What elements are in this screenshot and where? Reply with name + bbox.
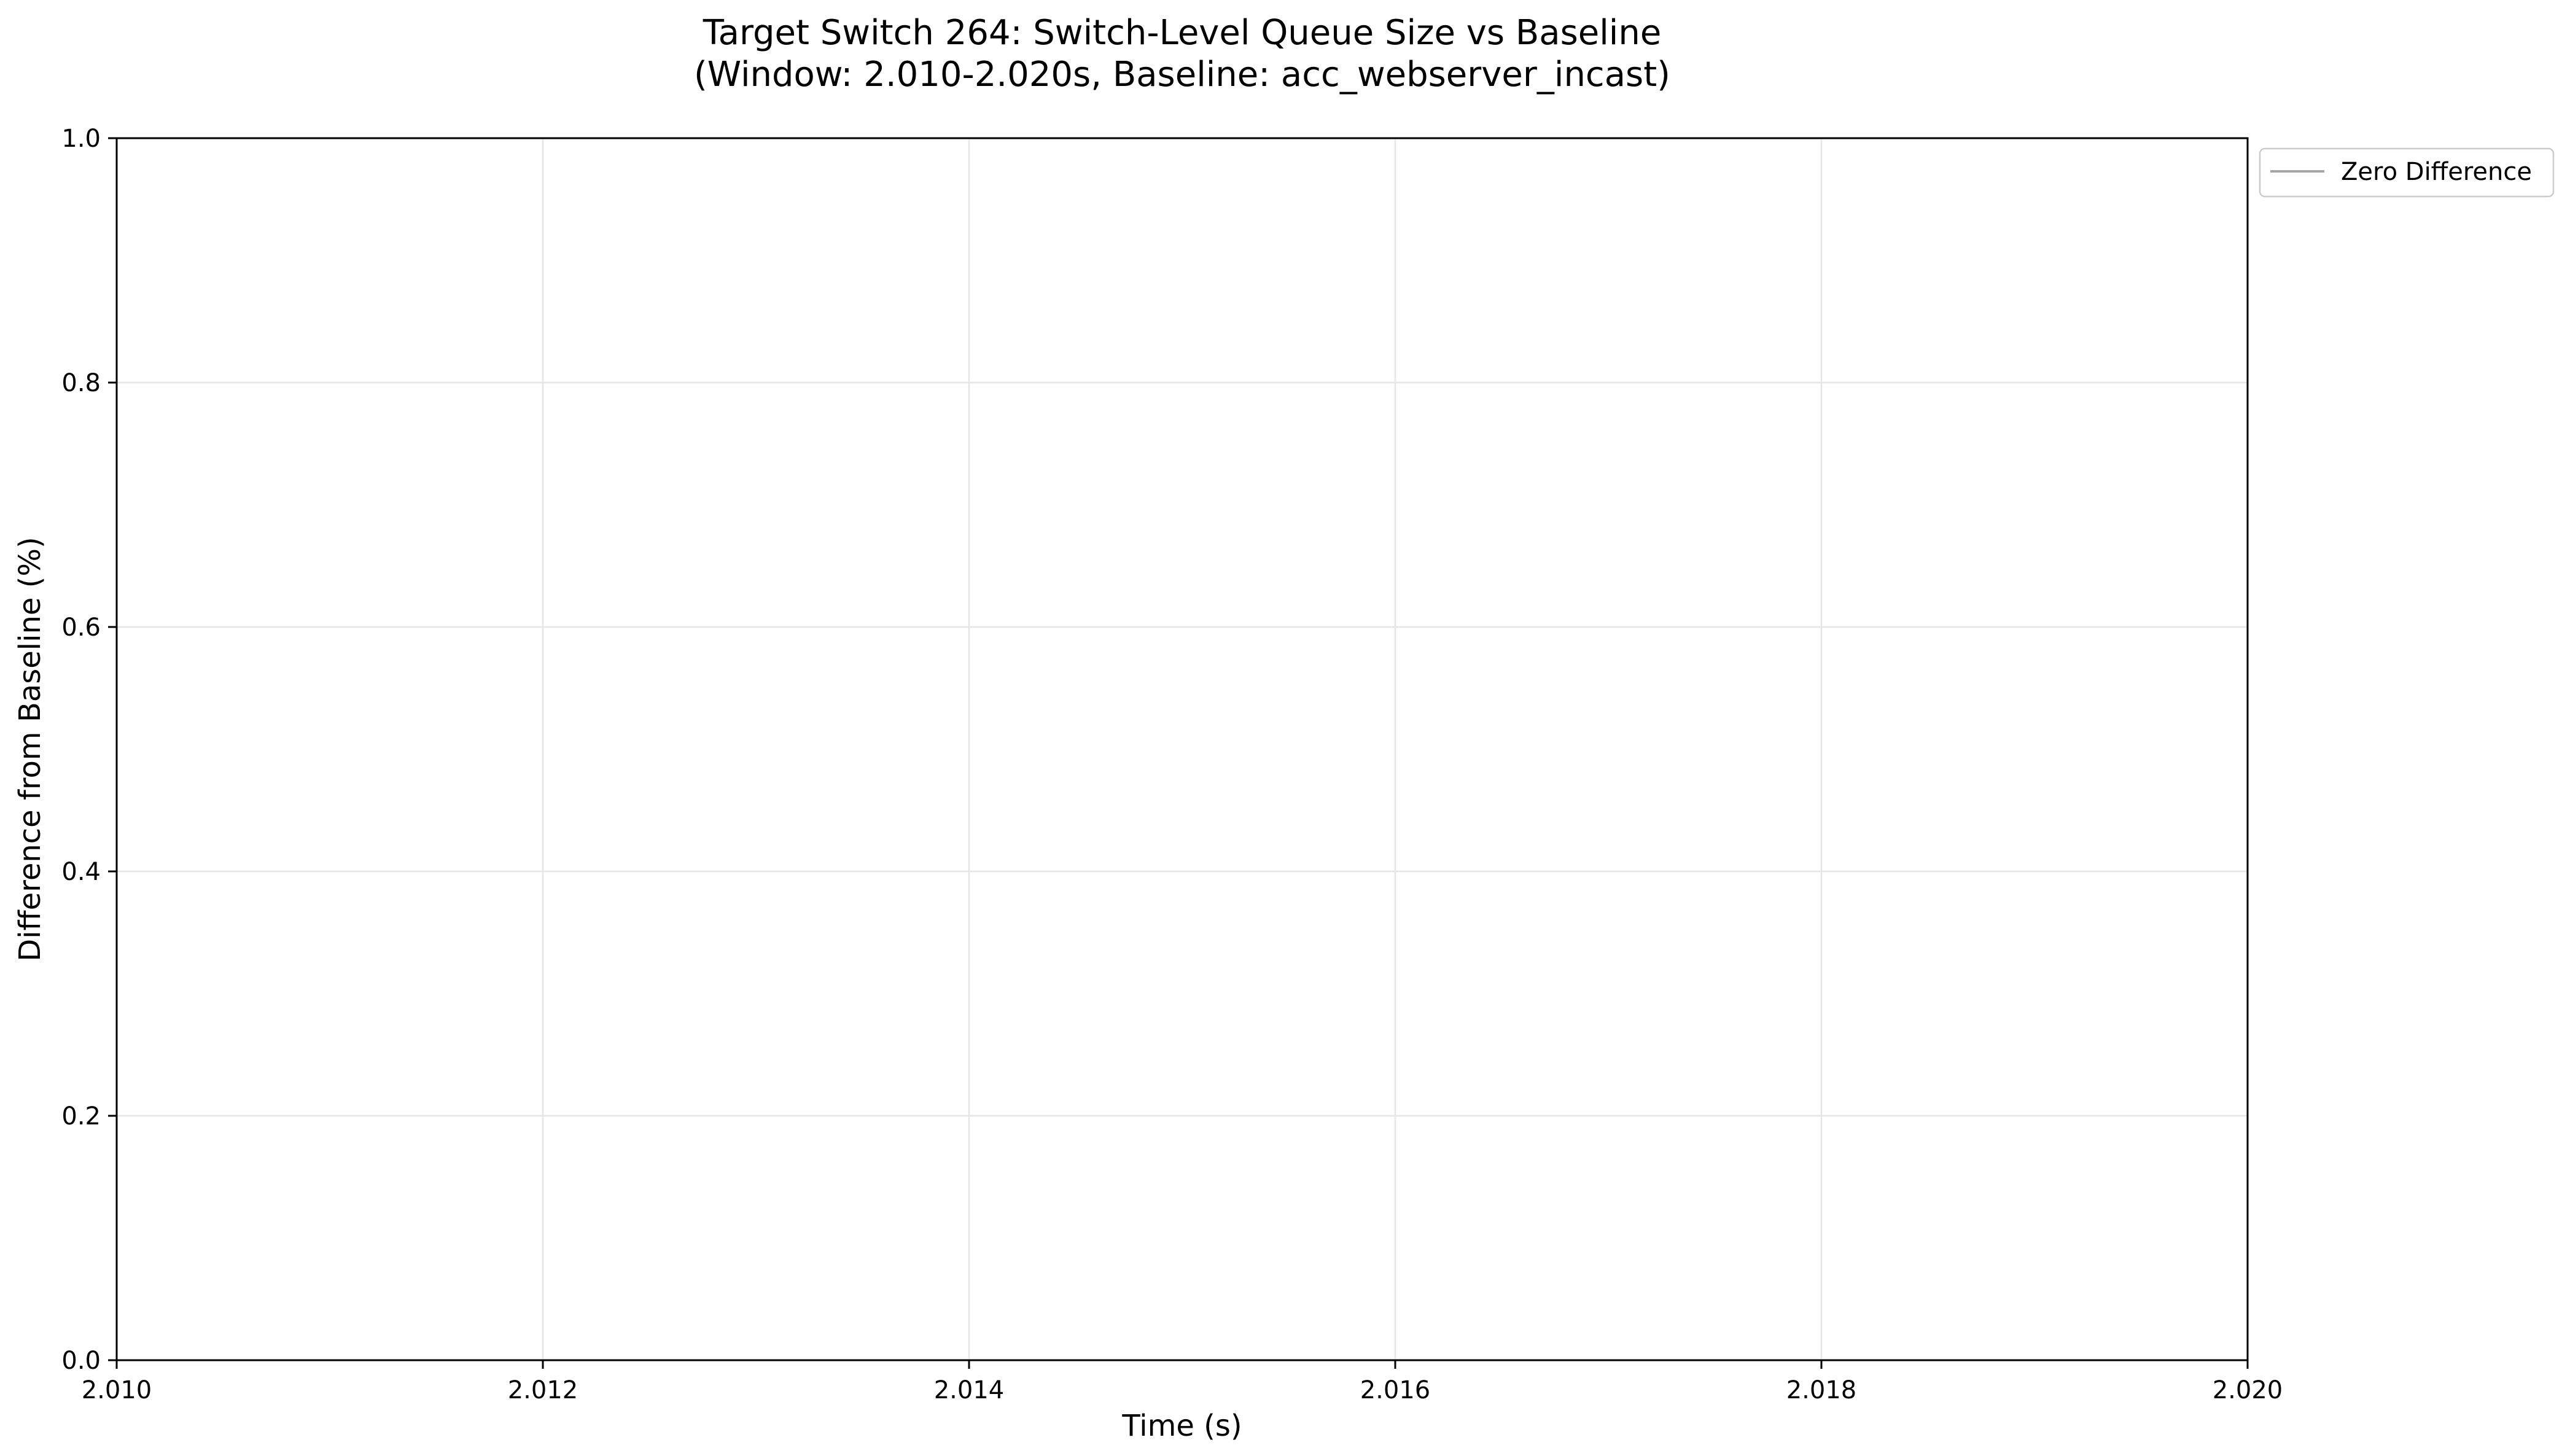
y-tick-label: 0.6 <box>61 613 101 642</box>
x-axis-label: Time (s) <box>1121 1409 1242 1443</box>
x-tick-label: 2.020 <box>2213 1376 2283 1404</box>
y-tick-label: 0.0 <box>61 1347 101 1375</box>
plot-area <box>115 137 2249 1361</box>
legend: Zero Difference <box>2259 147 2555 198</box>
x-tick-label: 2.012 <box>508 1376 578 1404</box>
y-tick-label: 0.8 <box>61 369 101 397</box>
x-tick-label: 2.016 <box>1360 1376 1431 1404</box>
y-tick-label: 1.0 <box>61 125 101 153</box>
x-tick-label: 2.010 <box>82 1376 152 1404</box>
chart-title: Target Switch 264: Switch-Level Queue Si… <box>703 13 1662 53</box>
y-tick-label: 0.2 <box>61 1102 101 1131</box>
y-axis-label: Difference from Baseline (%) <box>13 537 47 962</box>
x-tick-label: 2.018 <box>1786 1376 1857 1404</box>
y-tick-label: 0.4 <box>61 858 101 886</box>
legend-label-zero-difference: Zero Difference <box>2341 158 2532 186</box>
y-axis-ticks: 0.0 0.2 0.4 0.6 0.8 1.0 <box>61 125 117 1375</box>
chart-subtitle: (Window: 2.010-2.020s, Baseline: acc_web… <box>694 55 1670 95</box>
legend-box <box>2259 147 2555 198</box>
x-tick-label: 2.014 <box>934 1376 1005 1404</box>
x-axis-ticks: 2.010 2.012 2.014 2.016 2.018 2.020 <box>82 1360 2283 1404</box>
